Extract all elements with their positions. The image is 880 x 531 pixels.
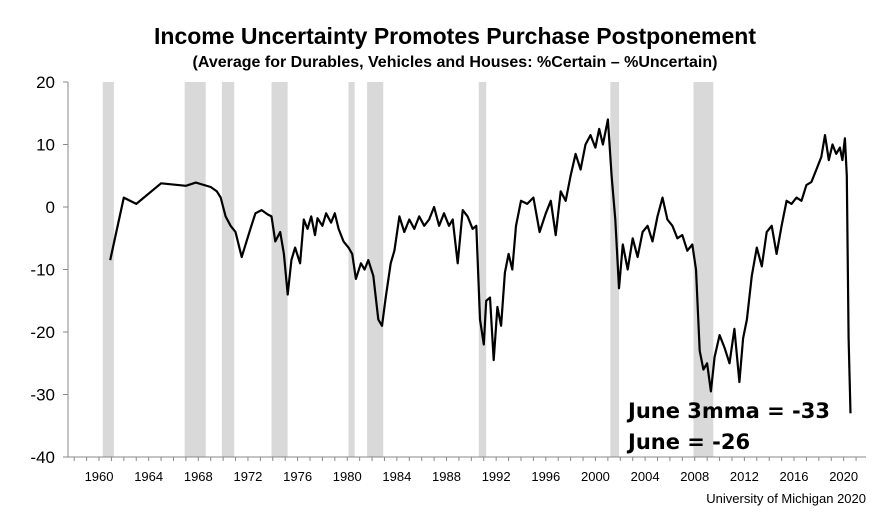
source-credit: University of Michigan 2020 xyxy=(706,491,866,506)
x-tick-label: 2000 xyxy=(581,469,610,484)
x-tick-label: 1996 xyxy=(531,469,560,484)
series-line xyxy=(109,118,852,414)
y-tick-label: -30 xyxy=(30,386,55,405)
axes xyxy=(63,81,866,461)
y-tick-label: -10 xyxy=(30,261,55,280)
annotation-3mma: June 3mma = -33 xyxy=(626,399,830,423)
y-tick-label: -40 xyxy=(30,448,55,467)
x-tick-label: 1964 xyxy=(134,469,163,484)
annotation-june: June = -26 xyxy=(626,430,750,454)
x-tick-labels: 1960 1964 1968 1972 1976 1980 1984 1988 1992 1996… xyxy=(85,469,859,484)
x-tick-label: 1992 xyxy=(482,469,511,484)
x-tick-label: 1972 xyxy=(233,469,262,484)
x-tick-label: 1988 xyxy=(432,469,461,484)
recession-band xyxy=(221,82,235,457)
y-tick-label: 20 xyxy=(36,73,55,92)
x-tick-label: 2016 xyxy=(780,469,809,484)
y-tick-label: -20 xyxy=(30,323,55,342)
x-tick-label: 2004 xyxy=(631,469,660,484)
recession-band xyxy=(367,82,384,457)
recession-band xyxy=(271,82,288,457)
recession-band xyxy=(478,82,487,457)
y-tick-labels: 20 10 0 -10 -20 -30 -40 xyxy=(30,73,55,467)
x-tick-label: 2008 xyxy=(680,469,709,484)
y-tick-label: 0 xyxy=(46,198,55,217)
recession-band xyxy=(610,82,620,457)
x-tick-label: 2020 xyxy=(829,469,858,484)
chart-subtitle: (Average for Durables, Vehicles and Hous… xyxy=(193,54,718,71)
recession-band xyxy=(184,82,206,457)
chart-title: Income Uncertainty Promotes Purchase Pos… xyxy=(154,23,756,49)
recession-band xyxy=(348,82,355,457)
recession-band xyxy=(102,82,114,457)
x-tick-label: 1984 xyxy=(382,469,411,484)
x-tick-label: 2012 xyxy=(730,469,759,484)
x-tick-label: 1980 xyxy=(333,469,362,484)
recession-band xyxy=(693,82,714,457)
y-tick-label: 10 xyxy=(36,136,55,155)
x-tick-label: 1960 xyxy=(85,469,114,484)
x-tick-label: 1976 xyxy=(283,469,312,484)
x-tick-label: 1968 xyxy=(184,469,213,484)
recession-bands xyxy=(102,82,714,457)
